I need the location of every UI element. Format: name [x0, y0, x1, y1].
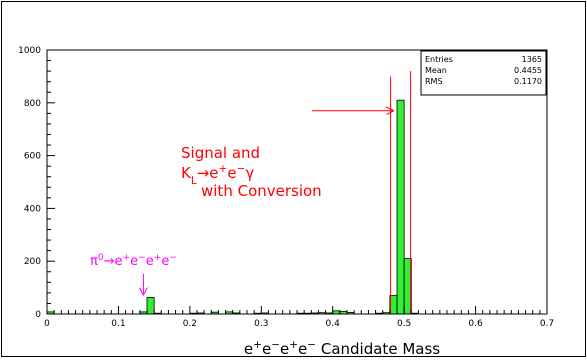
stats-value: 0.1170	[514, 77, 542, 86]
x-tick-label: 0.4	[326, 319, 341, 329]
y-tick-label: 0	[35, 310, 41, 320]
cut-lines	[390, 71, 412, 314]
y-tick-label: 400	[24, 204, 41, 214]
stats-value: 0.4455	[514, 66, 542, 75]
x-tick-label: 0	[44, 319, 50, 329]
stats-label: Entries	[425, 55, 453, 64]
signal-annotation: Signal and KL→e+e−γ with Conversion	[181, 111, 393, 200]
canvas-border	[1, 1, 586, 357]
x-tick-label: 0.1	[111, 319, 125, 329]
histogram-bar	[146, 296, 155, 315]
signal-line2: KL→e+e−γ	[181, 163, 254, 187]
x-tick-label: 0.5	[397, 319, 411, 329]
pi0-label: π0→e+e−e+e−	[90, 253, 177, 269]
stats-box-frame	[420, 50, 547, 96]
y-tick-label: 1000	[18, 46, 41, 56]
axes-layer: 0 200 400 600 800 1000 0 0.1 0.2 0.3 0.4 0.5 0.6 0.7	[18, 46, 554, 329]
y-tick-label: 800	[24, 99, 41, 109]
signal-line3: with Conversion	[201, 182, 322, 200]
y-tick-label: 600	[24, 152, 41, 162]
histogram-bar	[396, 99, 405, 315]
stats-box: Entries 1365 Mean 0.4455 RMS 0.1170	[420, 50, 547, 96]
x-tick-label: 0.7	[540, 319, 554, 329]
x-tick-label: 0.2	[183, 319, 197, 329]
pi0-annotation: π0→e+e−e+e−	[90, 253, 177, 294]
y-tick-label: 200	[24, 257, 41, 267]
x-tick-label: 0.6	[468, 319, 483, 329]
stats-label: RMS	[425, 77, 443, 86]
x-tick-label: 0.3	[254, 319, 268, 329]
x-axis-label: e+e−e+e− Candidate Mass	[244, 339, 440, 358]
bars-layer	[46, 99, 419, 315]
stats-label: Mean	[425, 66, 447, 75]
stats-value: 1365	[522, 55, 542, 64]
signal-line1: Signal and	[181, 144, 260, 162]
